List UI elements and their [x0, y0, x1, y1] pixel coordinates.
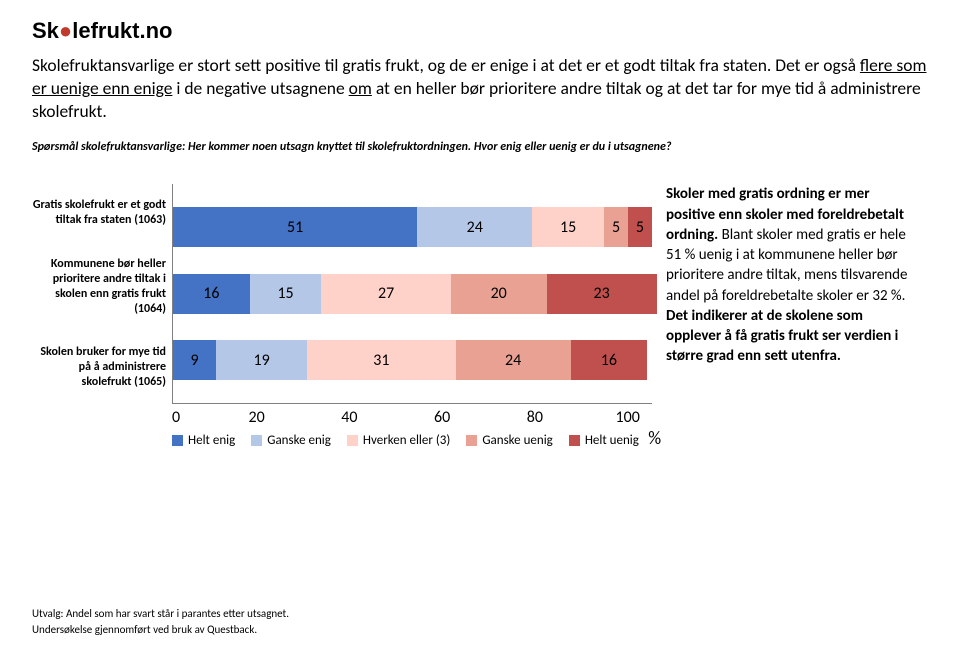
footer: Utvalg: Andel som har svart står i paran…: [32, 606, 289, 637]
legend-label: Hverken eller (3): [363, 433, 450, 448]
legend-item: Helt enig: [172, 433, 235, 448]
x-tick: 100: [615, 408, 639, 427]
chart-block: Gratis skolefrukt er et godt tiltak fra …: [32, 184, 652, 448]
legend-label: Ganske enig: [267, 433, 331, 448]
bar-segment: 23: [547, 274, 657, 314]
legend-swatch: [569, 435, 580, 446]
bar-label: Gratis skolefrukt er et godt tiltak fra …: [32, 194, 166, 232]
site-logo: Sk●lefrukt.no: [32, 18, 928, 44]
bar-segment: 20: [451, 274, 547, 314]
bar-segment: 51: [173, 207, 417, 247]
x-axis: 020406080100%: [172, 404, 652, 427]
bar-segment: 5: [628, 207, 652, 247]
legend-label: Helt uenig: [585, 433, 639, 448]
commentary-box: Skoler med gratis ordning er mer positiv…: [666, 184, 916, 366]
bar-segment: 15: [532, 207, 604, 247]
bar-segment: 31: [307, 340, 455, 380]
legend-label: Ganske uenig: [482, 433, 552, 448]
bar-segment: 16: [173, 274, 250, 314]
bar-segment: 5: [604, 207, 628, 247]
legend-item: Ganske enig: [251, 433, 331, 448]
bar-segment: 24: [456, 340, 571, 380]
legend-item: Ganske uenig: [466, 433, 552, 448]
legend-swatch: [466, 435, 477, 446]
legend-swatch: [347, 435, 358, 446]
bar-row: 919312416: [173, 340, 647, 380]
bar-segment: 15: [250, 274, 322, 314]
legend-item: Helt uenig: [569, 433, 639, 448]
percent-label: %: [648, 427, 661, 449]
x-tick: 60: [434, 408, 450, 427]
headline: Skolefruktansvarlige er stort sett posit…: [32, 54, 928, 122]
x-tick: 80: [527, 408, 543, 427]
footer-line: Utvalg: Andel som har svart står i paran…: [32, 606, 289, 621]
logo-text: Sk●lefrukt.no: [32, 18, 172, 43]
bar-row: 51241555: [173, 207, 652, 247]
legend-label: Helt enig: [188, 433, 235, 448]
chart-legend: Helt enig Ganske enig Hverken eller (3) Gan…: [172, 433, 652, 448]
bar-segment: 9: [173, 340, 216, 380]
bar-segment: 19: [216, 340, 307, 380]
main-content-row: Gratis skolefrukt er et godt tiltak fra …: [32, 184, 928, 448]
bar-label: Kommunene bør heller prioritere andre ti…: [32, 253, 166, 321]
y-axis-labels: Gratis skolefrukt er et godt tiltak fra …: [32, 184, 172, 404]
legend-swatch: [172, 435, 183, 446]
x-tick: 40: [341, 408, 357, 427]
bar-segment: 24: [417, 207, 532, 247]
headline-underline: om: [349, 77, 372, 99]
footer-line: Undersøkelse gjennomført ved bruk av Que…: [32, 622, 289, 637]
bar-segment: 27: [321, 274, 450, 314]
commentary-run: Det indikerer at de skolene som opplever…: [666, 307, 898, 366]
chart-plot: 512415551615272023919312416: [172, 184, 652, 404]
headline-part: Skolefruktansvarlige er stort sett posit…: [32, 54, 860, 76]
x-tick: 20: [249, 408, 265, 427]
x-tick: 0: [172, 408, 180, 427]
bar-row: 1615272023: [173, 274, 657, 314]
legend-item: Hverken eller (3): [347, 433, 450, 448]
bars-area: Gratis skolefrukt er et godt tiltak fra …: [32, 184, 652, 404]
question-text: Spørsmål skolefruktansvarlige: Her komme…: [32, 140, 928, 154]
headline-part: i de negative utsagnene: [172, 77, 348, 99]
bar-segment: 16: [571, 340, 648, 380]
bar-label: Skolen bruker for mye tid på å administr…: [32, 341, 166, 394]
legend-swatch: [251, 435, 262, 446]
